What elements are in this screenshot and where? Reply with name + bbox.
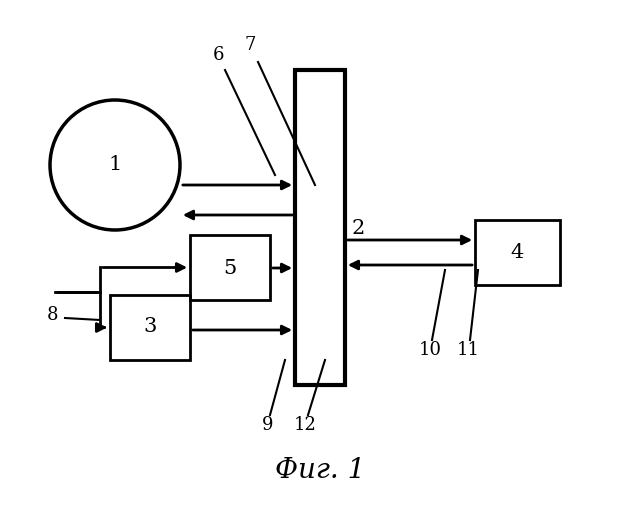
Bar — [110, 295, 190, 360]
Text: 1: 1 — [108, 155, 122, 174]
Text: Фиг. 1: Фиг. 1 — [275, 456, 365, 483]
Text: 12: 12 — [294, 416, 316, 434]
Text: 9: 9 — [262, 416, 274, 434]
Text: 8: 8 — [46, 306, 58, 324]
Bar — [190, 235, 270, 300]
Text: 10: 10 — [419, 341, 442, 359]
Text: 5: 5 — [223, 259, 237, 277]
Bar — [475, 220, 560, 285]
Bar — [295, 70, 345, 385]
Text: 4: 4 — [510, 243, 524, 262]
Text: 2: 2 — [351, 219, 365, 238]
Text: 7: 7 — [244, 36, 256, 54]
Text: 11: 11 — [456, 341, 479, 359]
Text: 3: 3 — [143, 317, 157, 337]
Text: 6: 6 — [212, 46, 224, 64]
